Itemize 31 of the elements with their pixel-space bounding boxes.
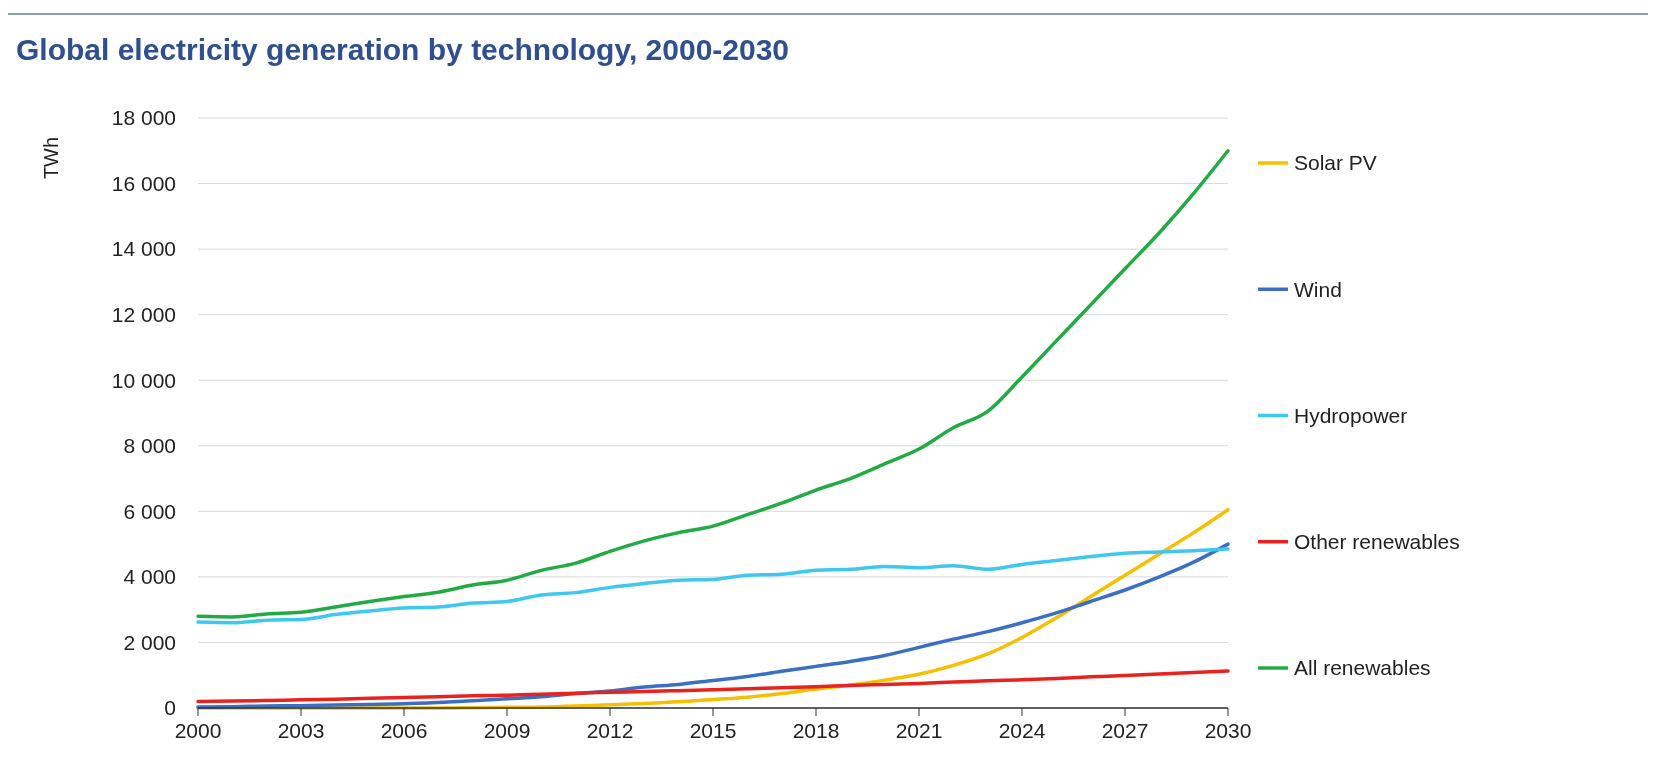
x-tick-label: 2027 xyxy=(1101,719,1149,742)
y-tick-label: 2 000 xyxy=(123,630,176,654)
line-series xyxy=(196,547,1230,625)
legend-label: Solar PV xyxy=(1294,151,1377,175)
x-tick-label: 2012 xyxy=(586,719,634,742)
legend-label: All renewables xyxy=(1294,656,1431,680)
y-tick-label: 12 000 xyxy=(111,303,176,327)
y-tick-label: 18 000 xyxy=(111,106,176,130)
legend-label: Hydropower xyxy=(1294,403,1408,427)
line-series xyxy=(196,669,1230,704)
legend-label: Wind xyxy=(1294,277,1342,301)
x-tick-label: 2003 xyxy=(277,719,325,742)
y-tick-label: 0 xyxy=(164,696,176,720)
line-series xyxy=(196,149,1230,619)
y-tick-label: 16 000 xyxy=(111,171,176,195)
y-tick-label: 10 000 xyxy=(111,368,176,392)
chart-title: Global electricity generation by technology, 2000-2030 xyxy=(16,33,790,66)
y-axis-title: TWh xyxy=(40,136,62,180)
y-tick-label: 8 000 xyxy=(123,434,176,458)
x-tick-label: 2009 xyxy=(483,719,531,742)
x-tick-label: 2018 xyxy=(792,719,840,742)
y-tick-label: 4 000 xyxy=(123,565,176,589)
x-tick-label: 2030 xyxy=(1204,719,1252,742)
x-tick-label: 2006 xyxy=(380,719,428,742)
x-tick-label: 2024 xyxy=(998,719,1046,742)
y-tick-label: 14 000 xyxy=(111,237,176,261)
x-tick-label: 2021 xyxy=(895,719,943,742)
legend-label: Other renewables xyxy=(1294,530,1460,554)
x-tick-label: 2015 xyxy=(689,719,737,742)
x-tick-label: 2000 xyxy=(174,719,222,742)
y-tick-label: 6 000 xyxy=(123,499,176,523)
